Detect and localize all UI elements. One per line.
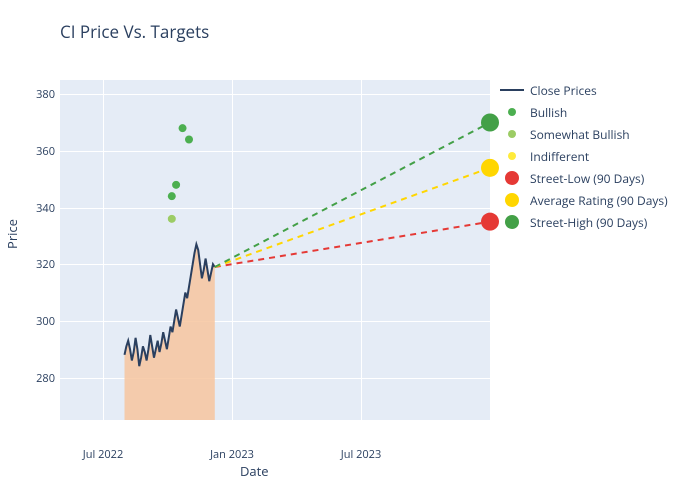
legend-label: Average Rating (90 Days) xyxy=(530,192,668,209)
legend-label: Somewhat Bullish xyxy=(530,126,630,143)
legend-swatch xyxy=(505,193,519,207)
average-rating-marker xyxy=(481,159,499,177)
legend-item[interactable]: Street-High (90 Days) xyxy=(500,212,668,232)
legend-label: Close Prices xyxy=(530,82,597,99)
street-high-line xyxy=(215,123,490,268)
legend-swatch xyxy=(500,89,524,91)
plot-svg xyxy=(0,0,700,500)
legend-swatch xyxy=(505,215,519,229)
legend: Close Prices Bullish Somewhat Bullish Indif… xyxy=(500,80,668,234)
legend-swatch xyxy=(508,152,516,160)
average-rating-line xyxy=(215,168,490,267)
legend-item[interactable]: Average Rating (90 Days) xyxy=(500,190,668,210)
legend-label: Street-Low (90 Days) xyxy=(530,170,644,187)
bullish-point xyxy=(179,124,187,132)
legend-swatch xyxy=(508,108,516,116)
legend-swatch xyxy=(505,171,519,185)
somewhat-bullish-point xyxy=(168,215,176,223)
legend-swatch xyxy=(508,130,516,138)
legend-item[interactable]: Somewhat Bullish xyxy=(500,124,668,144)
bullish-point xyxy=(172,181,180,189)
legend-item[interactable]: Bullish xyxy=(500,102,668,122)
legend-item[interactable]: Indifferent xyxy=(500,146,668,166)
street-low-marker xyxy=(481,213,499,231)
chart-container: CI Price Vs. Targets Price Date 28030032… xyxy=(0,0,700,500)
legend-label: Street-High (90 Days) xyxy=(530,214,647,231)
legend-label: Indifferent xyxy=(530,148,589,165)
bullish-point xyxy=(185,136,193,144)
legend-item[interactable]: Street-Low (90 Days) xyxy=(500,168,668,188)
legend-label: Bullish xyxy=(530,104,567,121)
legend-item[interactable]: Close Prices xyxy=(500,80,668,100)
street-high-marker xyxy=(481,114,499,132)
bullish-point xyxy=(168,192,176,200)
